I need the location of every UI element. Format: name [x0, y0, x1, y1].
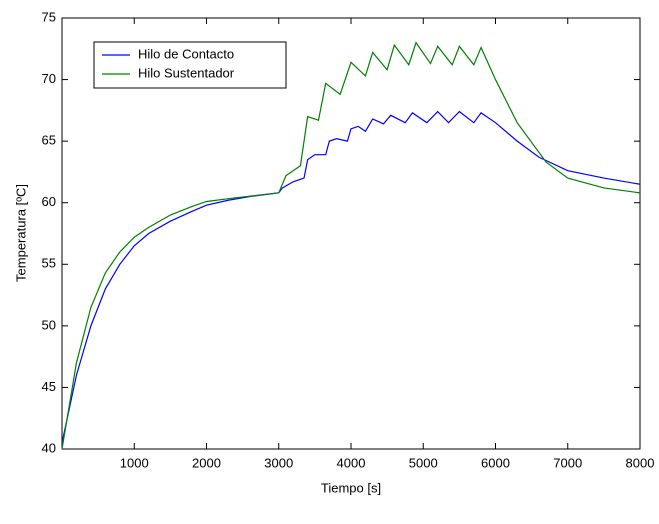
- line: [61, 41, 641, 450]
- x-tick-label: 5000: [409, 455, 438, 470]
- x-axis-label: Tiempo [s]: [321, 480, 381, 495]
- x-tick-label: 4000: [337, 455, 366, 470]
- x-tick-label: 2000: [192, 455, 221, 470]
- y-tick-label: 75: [42, 9, 56, 24]
- plot-area: [61, 17, 641, 450]
- legend-box: [93, 41, 287, 89]
- y-tick-label: 55: [42, 256, 56, 271]
- x-tick-label: 6000: [481, 455, 510, 470]
- line: [61, 110, 641, 443]
- y-tick-label: 45: [42, 379, 56, 394]
- x-tick-label: 7000: [553, 455, 582, 470]
- y-tick-label: 70: [42, 71, 56, 86]
- y-tick-label: 40: [42, 440, 56, 455]
- y-tick-label: 65: [42, 133, 56, 148]
- y-tick-label: 60: [42, 194, 56, 209]
- legend-label: Hilo Sustentador: [138, 65, 235, 80]
- x-tick-label: 3000: [264, 455, 293, 470]
- y-axis-label: Temperatura [ºC]: [13, 184, 28, 282]
- legend-label: Hilo de Contacto: [138, 46, 234, 61]
- x-tick-label: 1000: [120, 455, 149, 470]
- x-tick-label: 8000: [626, 455, 655, 470]
- y-tick-label: 50: [42, 317, 56, 332]
